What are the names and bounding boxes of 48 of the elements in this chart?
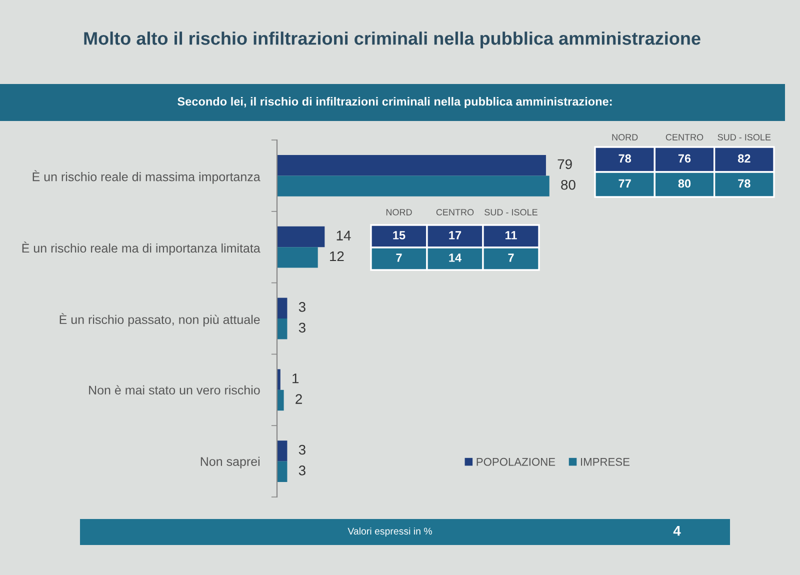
data-label: 3 <box>298 322 306 333</box>
bar <box>277 298 288 318</box>
text: 77 <box>618 179 631 188</box>
bar <box>277 226 325 248</box>
data-label: 1 <box>292 374 299 384</box>
annotation: 7 <box>396 254 402 262</box>
annotation: 7 <box>508 254 514 262</box>
annotation: 15 <box>393 231 406 240</box>
chart-subtitle: Secondo lei, il rischio di infiltrazioni criminali nella pubblica amministrazione: <box>178 97 612 108</box>
legend-label: POPOLAZIONE <box>476 458 556 466</box>
bar <box>277 318 288 340</box>
text: 78 <box>738 179 750 188</box>
annotation: 17 <box>449 231 462 240</box>
data-label: 2 <box>296 394 302 404</box>
text: CENTRO <box>666 134 704 140</box>
chart-title: Molto alto il rischio infiltrazioni criminali nella pubblica amministrazione <box>84 32 700 48</box>
y-tick-label: È un rischio reale ma di importanza limitata <box>22 242 260 256</box>
text: 82 <box>738 154 750 163</box>
text: NORD <box>612 134 638 140</box>
bar <box>277 176 550 196</box>
legend-label: IMPRESE <box>581 458 630 466</box>
bar <box>277 390 284 411</box>
bar <box>277 154 546 176</box>
bar <box>277 461 288 482</box>
annotation: NORD <box>386 209 412 216</box>
text: 78 <box>618 154 632 163</box>
y-tick-label: Non è mai stato un vero rischio <box>89 385 260 395</box>
text: 80 <box>678 179 691 188</box>
data-label: 79 <box>558 159 572 170</box>
bar <box>277 440 288 462</box>
bar <box>277 247 318 268</box>
text: SUD - ISOLE <box>718 134 771 140</box>
data-label: 12 <box>330 251 344 262</box>
data-label: 14 <box>336 230 351 240</box>
data-label: 3 <box>298 302 306 312</box>
data-label: 3 <box>298 444 306 455</box>
data-label: 80 <box>561 180 576 190</box>
text: 4 <box>673 526 681 536</box>
text: Valori espressi in % <box>348 527 432 537</box>
data-label: 3 <box>298 466 306 476</box>
y-tick-label: È un rischio reale di massima importanza <box>32 170 260 184</box>
text: 76 <box>678 154 691 163</box>
annotation: 14 <box>449 254 462 262</box>
annotation: SUD - ISOLE <box>484 209 538 216</box>
y-tick-label: Non saprei <box>200 456 260 468</box>
annotation: 11 <box>506 231 517 240</box>
y-tick-label: È un rischio passato, non più attuale <box>60 313 260 327</box>
annotation: CENTRO <box>436 209 474 216</box>
